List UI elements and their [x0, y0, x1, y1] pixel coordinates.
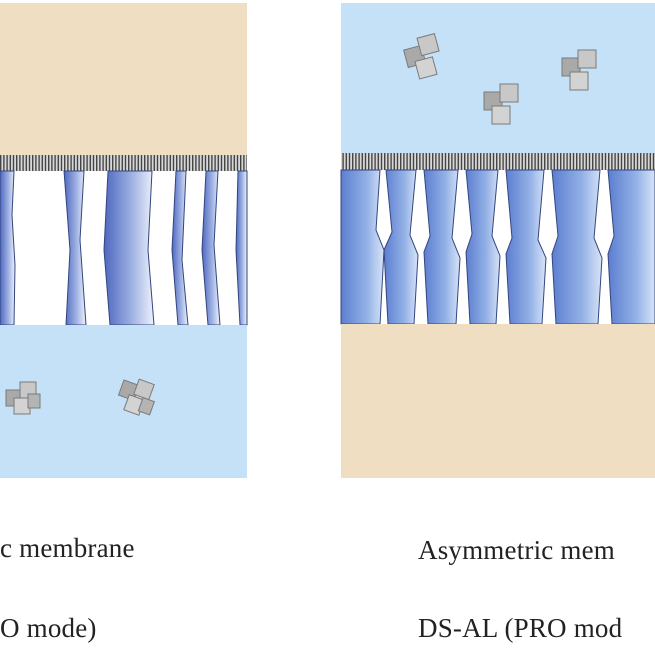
- solute-cube-cluster-icon: [403, 32, 440, 80]
- left-active-layer: [0, 155, 247, 171]
- right-caption-line-1: Asymmetric mem: [418, 535, 616, 565]
- pore-wall: [0, 170, 16, 326]
- pore-wall: [383, 169, 419, 325]
- left-caption-line-1: c membrane: [0, 533, 135, 563]
- right-panel: [340, 3, 655, 478]
- left-feed-region: [0, 3, 247, 155]
- solute-cube-cluster-icon: [117, 378, 156, 416]
- pore-wall: [505, 169, 547, 325]
- right-pore-walls: [340, 169, 655, 325]
- left-panel: [0, 3, 248, 478]
- right-feed-region: [341, 324, 655, 478]
- solute-cube-cluster-icon: [483, 83, 519, 125]
- right-draw-region: [341, 3, 655, 153]
- solute-cube-cluster-icon: [561, 49, 597, 91]
- pore-wall: [423, 169, 461, 325]
- pore-wall: [551, 169, 603, 325]
- right-active-layer: [341, 153, 655, 170]
- left-caption-line-2: O mode): [0, 613, 97, 643]
- pore-wall: [465, 169, 501, 325]
- pore-wall: [340, 169, 385, 325]
- left-draw-region: [0, 325, 247, 478]
- solute-cube-cluster-icon: [5, 381, 41, 415]
- pore-wall: [607, 169, 655, 325]
- right-caption-line-2: DS-AL (PRO mod: [418, 613, 623, 643]
- pore-wall: [103, 170, 155, 326]
